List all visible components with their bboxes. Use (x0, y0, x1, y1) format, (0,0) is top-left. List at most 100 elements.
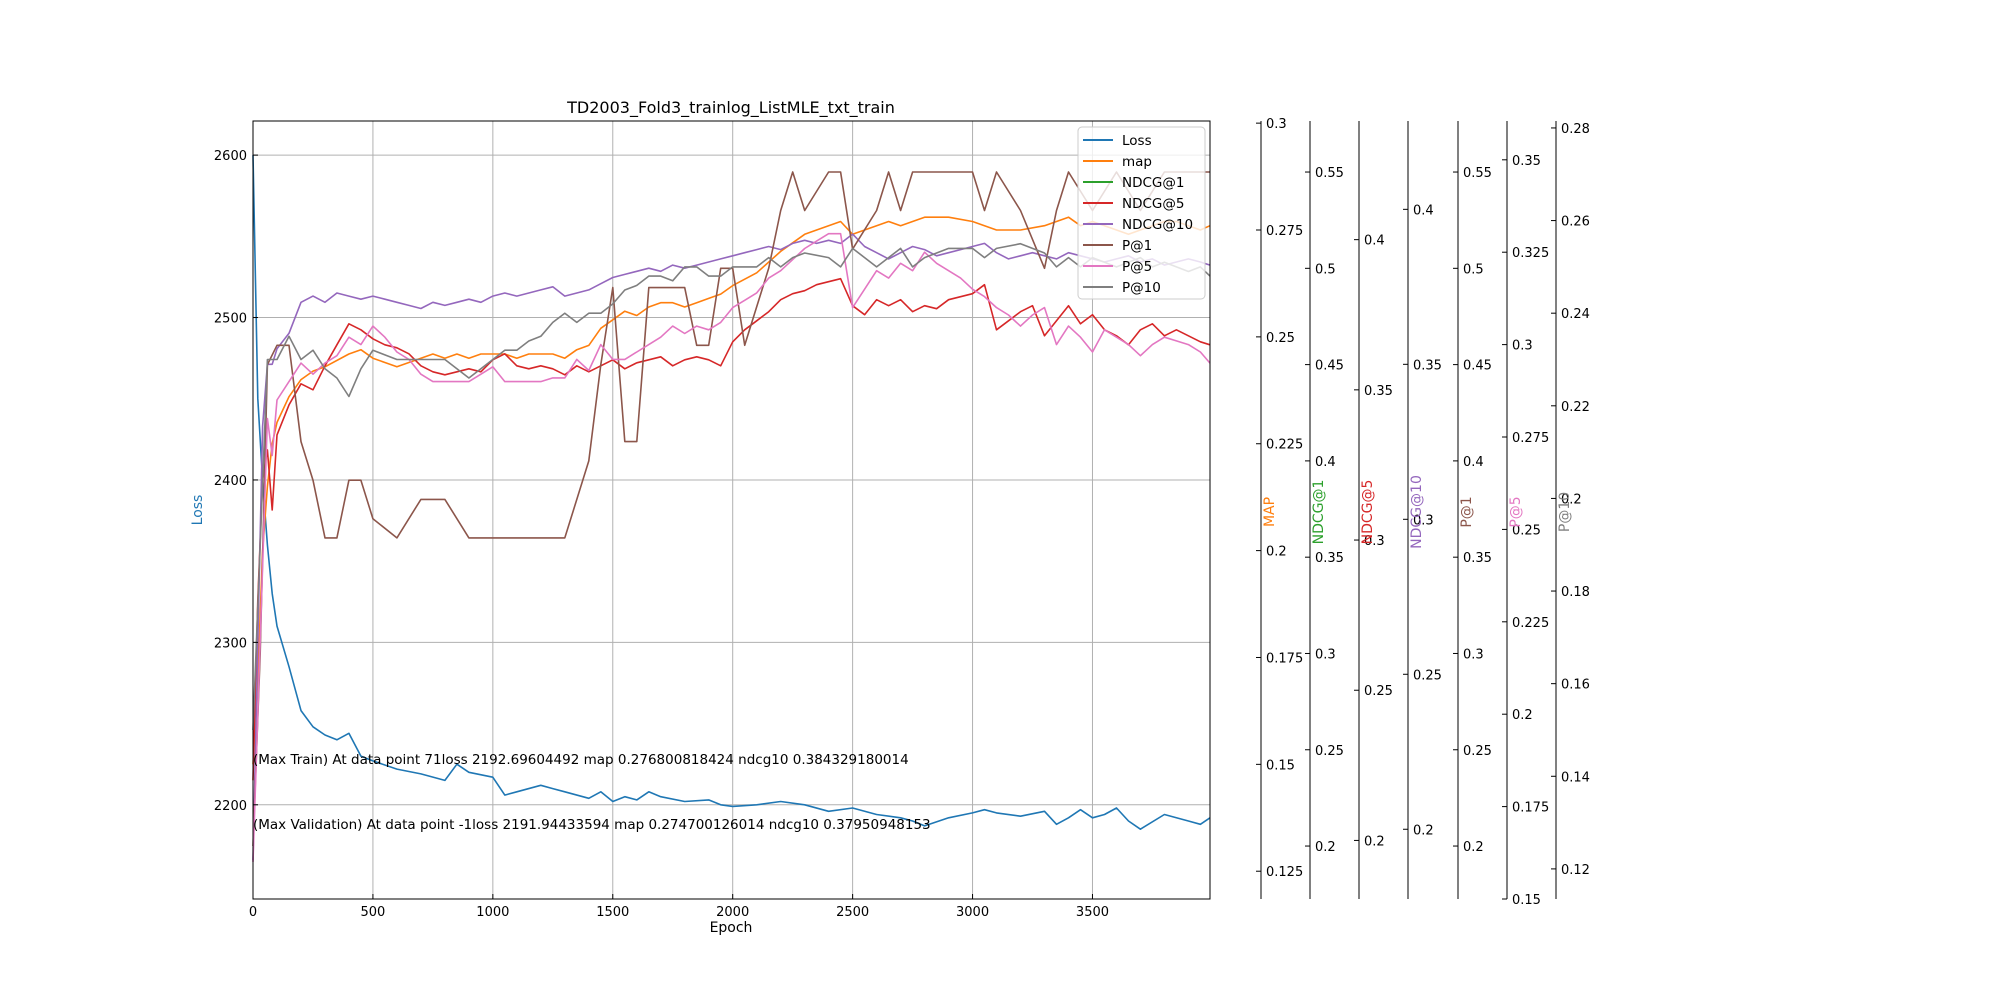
p10-tick-label: 0.28 (1561, 122, 1590, 137)
p5-tick-label: 0.325 (1512, 246, 1549, 261)
map-tick-label: 0.175 (1266, 651, 1303, 666)
loss-tick-label: 2600 (214, 149, 247, 164)
series-line-ndcg5 (252, 277, 1211, 781)
ndcg1-tick-label: 0.45 (1315, 359, 1344, 374)
series-line-map (252, 216, 1211, 765)
map-tick-label: 0.2 (1266, 545, 1287, 560)
p10-tick-label: 0.18 (1561, 585, 1590, 600)
p1-axis-label: P@1 (1459, 496, 1475, 527)
legend-entry-label: Loss (1122, 133, 1152, 149)
loss-axis-label: Loss (190, 495, 206, 526)
p10-tick-label: 0.2 (1561, 492, 1582, 507)
ndcg10-tick-label: 0.3 (1413, 513, 1434, 528)
map-axis-label: MAP (1262, 497, 1278, 527)
ndcg10-tick-label: 0.2 (1413, 823, 1434, 838)
ndcg5-tick-label: 0.4 (1364, 234, 1385, 249)
legend: Loss map NDCG@1 NDCG@5 NDCG@10 P@1 P@5 P@10 (1077, 126, 1206, 300)
p1-tick-label: 0.2 (1463, 840, 1484, 855)
p1-tick-label: 0.4 (1463, 455, 1484, 470)
legend-entry-label: P@1 (1122, 238, 1152, 254)
ndcg1-tick-label: 0.5 (1315, 262, 1336, 277)
plot-frame (252, 120, 1211, 900)
p1-tick-label: 0.45 (1463, 359, 1492, 374)
legend-entry-label: NDCG@1 (1122, 175, 1184, 191)
p5-tick-label: 0.35 (1512, 154, 1541, 169)
x-tick-label: 3500 (1076, 905, 1109, 920)
annotations: (Max Train) At data point 71loss 2192.69… (253, 752, 931, 833)
p5-tick-label: 0.275 (1512, 431, 1549, 446)
chart-title: TD2003_Fold3_trainlog_ListMLE_txt_train (566, 98, 895, 118)
p5-tick-label: 0.25 (1512, 523, 1541, 538)
legend-entry-label: NDCG@10 (1122, 217, 1193, 233)
p5-tick-label: 0.15 (1512, 893, 1541, 908)
ndcg10-axis-label: NDCG@10 (1409, 475, 1425, 549)
ndcg10-tick-label: 0.35 (1413, 358, 1442, 373)
loss-tick-label: 2500 (214, 312, 247, 327)
ndcg10-tick-label: 0.25 (1413, 668, 1442, 683)
map-tick-label: 0.3 (1266, 117, 1287, 132)
p10-tick-label: 0.22 (1561, 400, 1590, 415)
p5-tick-label: 0.225 (1512, 616, 1549, 631)
p10-tick-label: 0.26 (1561, 215, 1590, 230)
map-tick-label: 0.225 (1266, 438, 1303, 453)
series-line-p1 (252, 171, 1210, 847)
p10-tick-label: 0.24 (1561, 307, 1590, 322)
legend-entry-label: NDCG@5 (1122, 196, 1184, 212)
x-tick-label: 0 (249, 905, 257, 920)
p10-axis-label: P@10 (1557, 492, 1573, 532)
x-tick-label: 500 (361, 905, 386, 920)
p10-tick-label: 0.16 (1561, 678, 1590, 693)
ndcg1-tick-label: 0.3 (1315, 647, 1336, 662)
p5-tick-label: 0.175 (1512, 801, 1549, 816)
ndcg10-tick-label: 0.4 (1413, 203, 1434, 218)
grid (252, 121, 1210, 899)
p10-tick-label: 0.14 (1561, 770, 1590, 785)
series-line-p10 (252, 242, 1211, 731)
p1-tick-label: 0.25 (1463, 744, 1492, 759)
series-lines (252, 155, 1211, 863)
x-tick-label: 1500 (596, 905, 629, 920)
loss-tick-label: 2400 (214, 474, 247, 489)
ndcg5-tick-label: 0.3 (1364, 534, 1385, 549)
ndcg1-tick-label: 0.25 (1315, 744, 1344, 759)
ndcg5-tick-label: 0.2 (1364, 834, 1385, 849)
annotation-text-2: (Max Validation) At data point -1loss 21… (253, 817, 931, 833)
ndcg1-tick-label: 0.2 (1315, 840, 1336, 855)
p1-tick-label: 0.3 (1463, 647, 1484, 662)
p10-tick-label: 0.12 (1561, 863, 1590, 878)
map-tick-label: 0.275 (1266, 224, 1303, 239)
ndcg5-axis-label: NDCG@5 (1360, 480, 1376, 545)
map-tick-label: 0.125 (1266, 865, 1303, 880)
legend-entry-label: P@10 (1122, 280, 1161, 296)
loss-tick-label: 2200 (214, 799, 247, 814)
y-axes: 2200 2300 2400 2500 2600 Loss 0.125 0.15 0.175 0.… (190, 117, 1590, 908)
p1-tick-label: 0.55 (1463, 166, 1492, 181)
ndcg1-tick-label: 0.35 (1315, 551, 1344, 566)
legend-entry-label: map (1122, 154, 1152, 170)
annotation-text-1: (Max Train) At data point 71loss 2192.69… (253, 752, 909, 768)
legend-box (1077, 126, 1206, 300)
p1-tick-label: 0.5 (1463, 262, 1484, 277)
loss-tick-label: 2300 (214, 636, 247, 651)
ndcg1-tick-label: 0.4 (1315, 455, 1336, 470)
p5-tick-label: 0.2 (1512, 708, 1533, 723)
ndcg1-tick-label: 0.55 (1315, 166, 1344, 181)
x-tick-label: 3000 (956, 905, 989, 920)
x-tick-label: 1000 (476, 905, 509, 920)
p5-tick-label: 0.3 (1512, 339, 1533, 354)
p1-tick-label: 0.35 (1463, 551, 1492, 566)
ndcg5-tick-label: 0.35 (1364, 384, 1393, 399)
x-axis-label: Epoch (710, 920, 753, 936)
x-tick-label: 2500 (836, 905, 869, 920)
ndcg1-axis-label: NDCG@1 (1311, 480, 1327, 545)
x-axis: 0 500 1000 1500 2000 2500 3000 3500 (249, 894, 1109, 920)
series-line-loss (252, 155, 1211, 831)
ndcg5-tick-label: 0.25 (1364, 684, 1393, 699)
map-tick-label: 0.25 (1266, 331, 1295, 346)
series-line-p5 (252, 232, 1211, 863)
x-tick-label: 2000 (716, 905, 749, 920)
map-tick-label: 0.15 (1266, 758, 1295, 773)
legend-entry-label: P@5 (1122, 259, 1152, 275)
